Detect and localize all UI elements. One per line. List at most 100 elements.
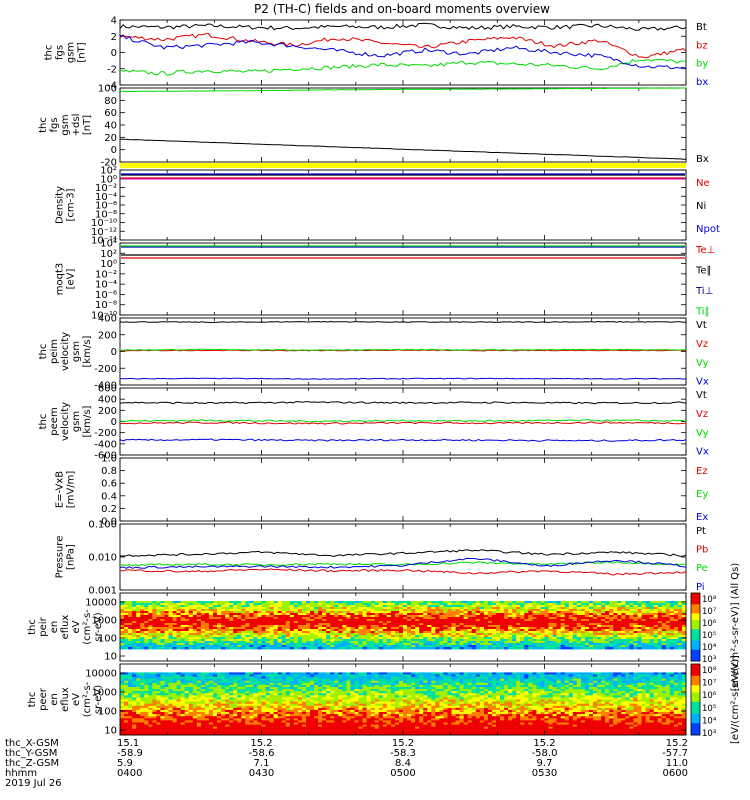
spectrogram-cell <box>261 687 266 690</box>
spectrogram-cell <box>208 676 214 679</box>
spectrogram-cell <box>334 631 339 634</box>
spectrogram-cell <box>625 607 630 610</box>
spectrogram-cell <box>297 637 303 640</box>
spectrogram-cell <box>221 629 226 632</box>
spectrogram-cell <box>281 615 287 618</box>
spectrogram-cell <box>568 603 574 606</box>
spectrogram-cell <box>136 601 141 604</box>
spectrogram-cell <box>176 680 181 684</box>
spectrogram-cell <box>192 687 198 690</box>
spectrogram-cell <box>265 617 270 620</box>
spectrogram-cell <box>447 684 452 688</box>
spectrogram-cell <box>580 645 586 648</box>
spectrogram-cell <box>504 607 509 610</box>
spectrogram-cell <box>621 645 626 648</box>
spectrogram-cell <box>653 609 659 612</box>
colorbar-step <box>691 645 700 648</box>
spectrogram-cell <box>451 629 456 632</box>
spectrogram-cell <box>213 605 218 608</box>
spectrogram-cell <box>229 680 234 684</box>
spectrogram-cell <box>358 637 363 640</box>
spectrogram-cell <box>467 623 473 626</box>
spectrogram-cell <box>589 641 594 644</box>
spectrogram-cell <box>483 619 489 622</box>
spectrogram-cell <box>237 625 242 628</box>
spectrogram-cell <box>184 641 190 644</box>
spectrogram-cell <box>338 625 343 628</box>
spectrogram-cell <box>641 674 646 677</box>
spectrogram-cell <box>261 641 266 644</box>
spectrogram-cell <box>241 647 246 650</box>
spectrogram-cell <box>617 645 622 648</box>
spectrogram-cell <box>661 615 667 618</box>
spectrogram-cell <box>665 619 671 622</box>
spectrogram-cell <box>415 607 420 610</box>
spectrogram-cell <box>552 637 557 640</box>
spectrogram-cell <box>556 684 561 688</box>
spectrogram-cell <box>281 623 287 626</box>
spectrogram-cell <box>613 607 618 610</box>
spectrogram-cell <box>354 607 359 610</box>
series-Pb <box>119 568 687 576</box>
spectrogram-cell <box>516 619 521 622</box>
spectrogram-cell <box>629 684 634 688</box>
spectrogram-cell <box>475 625 481 628</box>
spectrogram-cell <box>225 605 230 608</box>
spectrogram-cell <box>544 607 549 610</box>
spectrogram-cell <box>128 601 133 604</box>
spectrogram-cell <box>386 621 392 624</box>
spectrogram-cell <box>435 607 440 610</box>
spectrogram-cell <box>487 619 493 622</box>
spectrogram-cell <box>572 639 578 642</box>
spectrogram-cell <box>411 615 416 618</box>
spectrogram-cell <box>196 676 202 679</box>
spectrogram-cell <box>427 678 432 682</box>
spectrogram-cell <box>362 621 367 624</box>
spectrogram-cell <box>419 672 424 675</box>
spectrogram-cell <box>597 637 602 640</box>
spectrogram-cell <box>528 601 533 604</box>
spectrogram-cell <box>403 682 408 686</box>
spectrogram-cell <box>200 609 206 612</box>
spectrogram-cell <box>601 637 606 640</box>
spectrogram-cell <box>233 631 238 634</box>
spectrogram-cell <box>354 676 359 679</box>
spectrogram-cell <box>556 647 561 650</box>
spectrogram-cell <box>281 682 287 686</box>
spectrogram-cell <box>382 609 388 612</box>
spectrogram-cell <box>233 609 238 612</box>
spectrogram-cell <box>455 607 460 610</box>
spectrogram-cell <box>233 676 238 679</box>
spectrogram-cell <box>629 639 634 642</box>
spectrogram-cell <box>370 607 376 610</box>
y-axis-label: velocity <box>60 402 71 441</box>
spectrogram-cell <box>609 601 614 604</box>
spectrogram-cell <box>605 680 610 684</box>
spectrogram-cell <box>128 611 133 614</box>
spectrogram-cell <box>593 623 598 626</box>
plot-frame <box>119 317 687 386</box>
spectrogram-cell <box>516 687 521 690</box>
spectrogram-cell <box>560 615 566 618</box>
spectrogram-cell <box>208 641 214 644</box>
spectrogram-cell <box>314 680 319 684</box>
spectrogram-cell <box>285 619 291 622</box>
spectrogram-cell <box>394 615 400 618</box>
spectrogram-cell <box>548 678 553 682</box>
spectrogram-cell <box>326 615 331 618</box>
spectrogram-cell <box>463 629 468 632</box>
spectrogram-cell <box>172 633 177 636</box>
spectrogram-cell <box>621 607 626 610</box>
spectrogram-cell <box>350 611 355 614</box>
spectrogram-cell <box>132 633 137 636</box>
spectrogram-cell <box>621 635 626 638</box>
spectrogram-cell <box>281 627 287 630</box>
spectrogram-cell <box>233 603 238 606</box>
spectrogram-cell <box>629 621 634 624</box>
spectrogram-cell <box>677 617 683 620</box>
spectrogram-cell <box>556 676 561 679</box>
colorbar-step <box>691 638 700 641</box>
spectrogram-cell <box>403 601 408 604</box>
spectrogram-cell <box>641 635 646 638</box>
